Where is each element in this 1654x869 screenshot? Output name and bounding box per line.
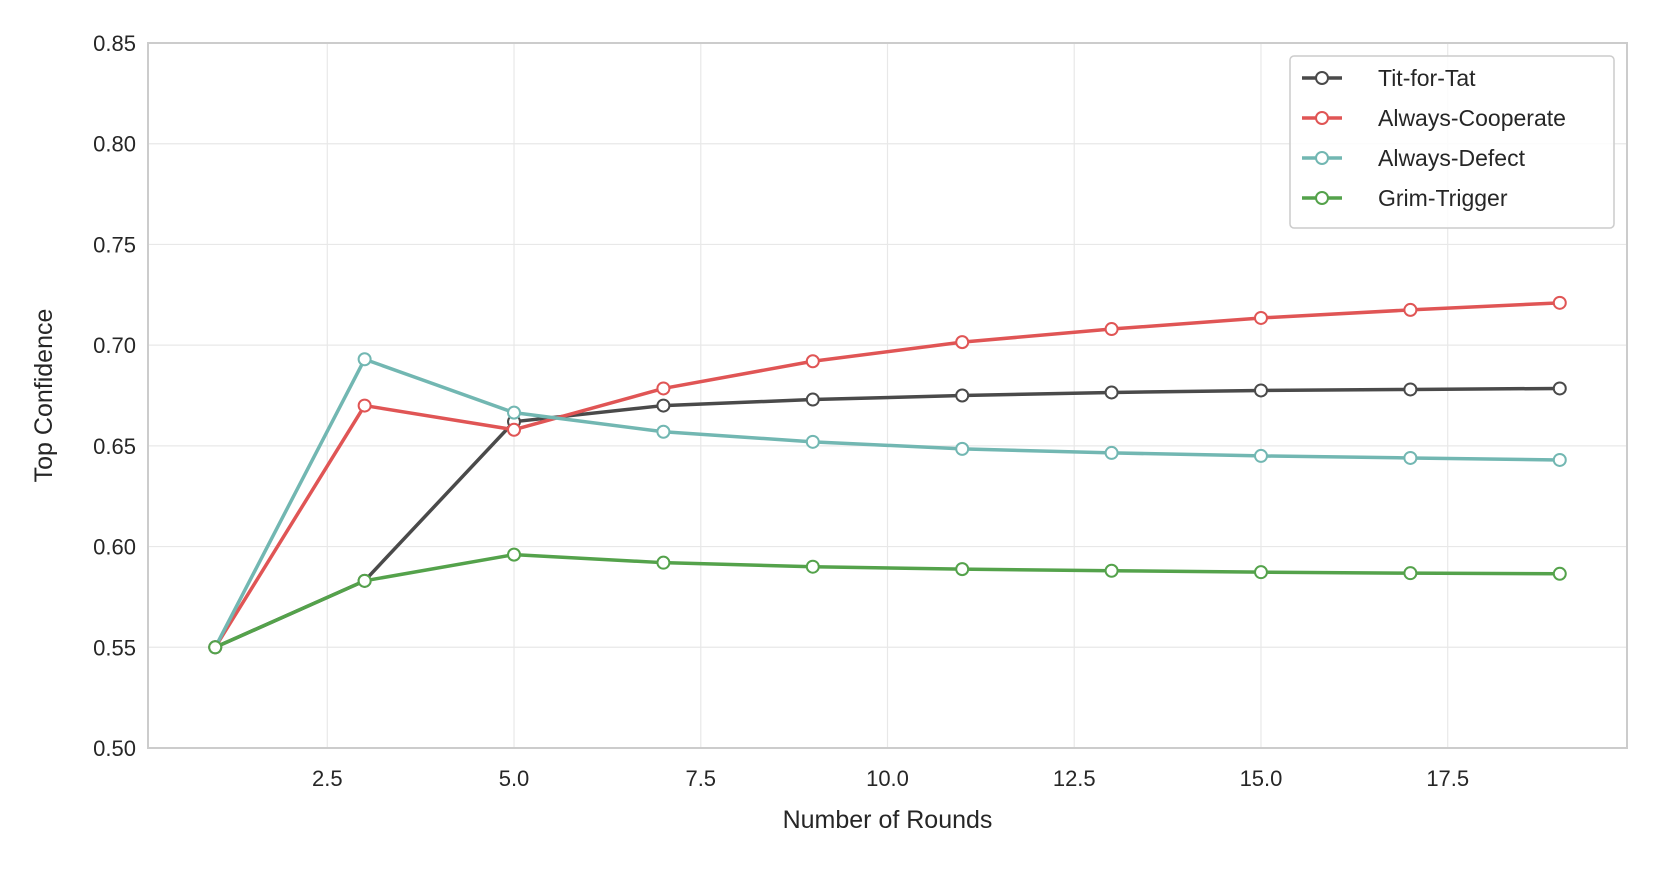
y-axis-ticks: 0.50 0.55 0.60 0.65 0.70 0.75 0.80 0.85 [93,31,136,761]
data-point-tit-for-tat [656,398,671,413]
series-line-always-cooperate [213,301,1562,650]
data-point-tit-for-tat [1253,383,1268,398]
legend-marker [1315,151,1329,165]
data-point-always-cooperate [357,398,372,413]
plot-area [147,42,1628,749]
x-tick-label: 2.5 [312,766,343,791]
x-axis-label: Number of Rounds [783,806,993,834]
x-tick-label: 15.0 [1240,766,1283,791]
legend-marker [1315,191,1329,205]
data-point-always-defect [357,352,372,367]
data-point-tit-for-tat [1104,385,1119,400]
data-point-always-defect [1104,445,1119,460]
series-line-grim-trigger [213,552,1562,650]
y-tick-label: 0.70 [93,333,136,358]
y-tick-label: 0.80 [93,132,136,157]
data-point-always-cooperate [955,335,970,350]
data-point-grim-trigger [1104,563,1119,578]
legend-label: Always-Defect [1378,145,1526,171]
data-point-always-defect [656,424,671,439]
data-point-always-cooperate [1104,322,1119,337]
legend-marker [1315,111,1329,125]
data-point-grim-trigger [1403,566,1418,581]
y-tick-label: 0.60 [93,535,136,560]
data-point-tit-for-tat [805,392,820,407]
data-point-always-defect [1552,452,1567,467]
legend-item-tit-for-tat: Tit-for-Tat [1302,65,1476,91]
data-point-grim-trigger [1552,566,1567,581]
data-point-tit-for-tat [1403,382,1418,397]
x-tick-label: 10.0 [866,766,909,791]
series-grim-trigger [208,547,1567,655]
y-tick-label: 0.75 [93,232,136,257]
data-point-always-cooperate [656,381,671,396]
y-tick-label: 0.65 [93,434,136,459]
legend-item-always-cooperate: Always-Cooperate [1302,105,1566,131]
series-line-tit-for-tat [213,386,1562,650]
data-point-grim-trigger [507,547,522,562]
data-point-always-cooperate [507,422,522,437]
y-tick-label: 0.55 [93,635,136,660]
data-point-always-defect [805,434,820,449]
data-point-grim-trigger [656,555,671,570]
legend: Tit-for-Tat Always-Cooperate Always-Defect… [1289,55,1615,229]
x-tick-label: 17.5 [1426,766,1469,791]
data-point-grim-trigger [1253,565,1268,580]
y-tick-label: 0.85 [93,31,136,56]
legend-label: Tit-for-Tat [1378,65,1476,91]
data-point-always-defect [1253,448,1268,463]
legend-label: Always-Cooperate [1378,105,1566,131]
data-point-grim-trigger [955,562,970,577]
data-point-always-cooperate [1403,302,1418,317]
data-point-tit-for-tat [1552,381,1567,396]
series-lines [208,295,1567,655]
x-tick-label: 5.0 [499,766,530,791]
x-tick-label: 12.5 [1053,766,1096,791]
data-point-grim-trigger [805,559,820,574]
legend-marker [1315,71,1329,85]
data-point-always-defect [1403,450,1418,465]
data-point-always-cooperate [1253,310,1268,325]
series-always-defect [208,352,1567,655]
data-point-always-defect [507,405,522,420]
legend-box [1289,55,1615,229]
y-tick-label: 0.50 [93,736,136,761]
data-point-always-cooperate [805,354,820,369]
legend-item-always-defect: Always-Defect [1302,145,1526,171]
data-point-tit-for-tat [955,388,970,403]
data-point-always-defect [955,441,970,456]
y-axis-label: Top Confidence [30,309,58,483]
legend-items: Tit-for-Tat Always-Cooperate Always-Defect… [1302,65,1566,211]
legend-label: Grim-Trigger [1378,185,1508,211]
data-point-always-cooperate [1552,295,1567,310]
legend-item-grim-trigger: Grim-Trigger [1302,185,1508,211]
x-axis-ticks: 2.5 5.0 7.5 10.0 12.5 15.0 17.5 [312,766,1469,791]
series-line-always-defect [213,357,1562,650]
data-point-grim-trigger [357,573,372,588]
data-point-grim-trigger [208,640,223,655]
x-tick-label: 7.5 [685,766,716,791]
